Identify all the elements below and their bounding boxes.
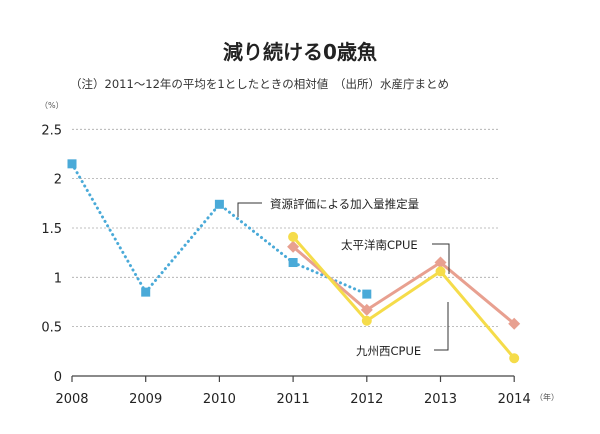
data-point-circle — [288, 231, 299, 242]
chart-subtitle: （注）2011～12年の平均を1としたときの相対値 （出所）水産庁まとめ — [70, 77, 449, 91]
data-point-circle — [361, 315, 372, 326]
data-point-circle — [435, 266, 446, 277]
data-point-diamond — [360, 303, 373, 316]
y-tick-label: 2 — [54, 173, 62, 188]
series-line-2 — [291, 235, 516, 360]
data-point-circle — [509, 353, 520, 364]
x-tick-label: 2014 — [498, 392, 531, 407]
leader-line — [434, 302, 449, 351]
chart-title: 減り続ける0歳魚 — [223, 40, 377, 64]
x-tick-label: 2008 — [55, 392, 88, 407]
y-tick-label: 1.5 — [41, 222, 62, 237]
data-point-diamond — [287, 240, 300, 253]
x-tick-label: 2012 — [350, 392, 383, 407]
y-tick-label: 2.5 — [41, 123, 62, 138]
data-point-diamond — [508, 317, 521, 330]
legend-label: 九州西CPUE — [356, 344, 421, 358]
data-point-square — [288, 258, 298, 268]
y-tick-label: 0 — [54, 370, 62, 385]
leader-line — [432, 243, 450, 274]
data-point-square — [67, 159, 77, 169]
x-tick-label: 2010 — [203, 392, 236, 407]
leader-line — [237, 202, 262, 217]
x-tick-label: 2009 — [129, 392, 162, 407]
y-tick-label: 0.5 — [41, 321, 62, 336]
x-axis-unit: （年） — [535, 392, 559, 402]
y-tick-label: 1 — [54, 271, 62, 286]
series-line-0 — [70, 162, 369, 296]
x-tick-label: 2013 — [424, 392, 457, 407]
y-axis-unit: （%） — [40, 101, 64, 110]
x-tick-label: 2011 — [277, 392, 310, 407]
data-point-square — [141, 287, 151, 297]
legend-label: 太平洋南CPUE — [341, 238, 418, 252]
data-point-square — [362, 289, 372, 299]
data-point-square — [214, 199, 224, 209]
series-line-1 — [292, 245, 516, 325]
legend-label: 資源評価による加入量推定量 — [270, 197, 419, 211]
data-point-diamond — [434, 256, 447, 269]
